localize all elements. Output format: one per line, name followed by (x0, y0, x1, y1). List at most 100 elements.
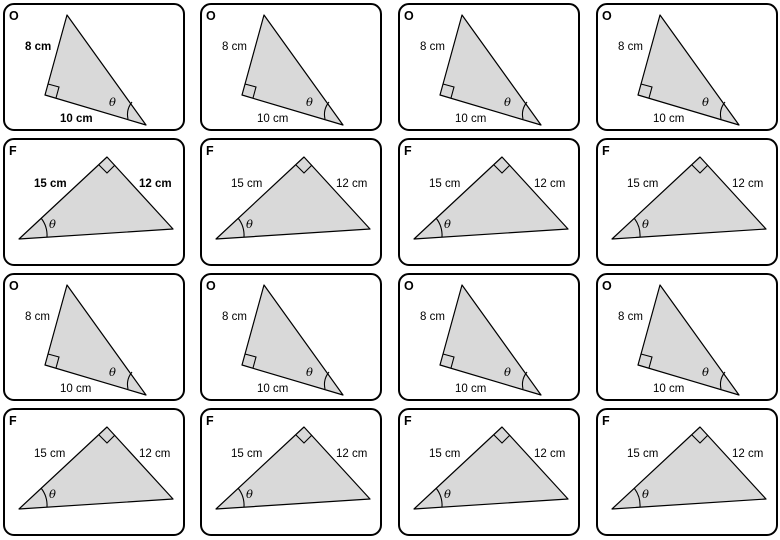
angle-arc (719, 371, 726, 390)
card-type-label: F (602, 414, 610, 428)
side-label-left: 15 cm (34, 448, 65, 460)
angle-arc (126, 101, 133, 120)
card-type-label: F (404, 144, 412, 158)
right-angle-marker (640, 353, 653, 369)
card-type-label: O (206, 9, 216, 23)
card-type-label: O (602, 9, 612, 23)
theta-label: θ (49, 217, 56, 231)
triangle-card: F 15 cm 12 cm θ (596, 138, 778, 266)
side-label-left: 15 cm (627, 448, 658, 460)
card-type-label: O (602, 279, 612, 293)
right-triangle (611, 156, 767, 240)
right-angle-marker (244, 83, 257, 99)
card-type-label: F (602, 144, 610, 158)
triangle-card: F 15 cm 12 cm θ (3, 408, 185, 536)
theta-label: θ (504, 365, 511, 379)
side-label-right: 12 cm (336, 448, 367, 460)
triangle-card: O 8 cm 10 cm θ (398, 3, 580, 131)
side-label-right: 12 cm (336, 178, 367, 190)
card-type-label: O (206, 279, 216, 293)
angle-arc (323, 101, 330, 120)
side-label-right: 12 cm (139, 178, 172, 190)
right-triangle (637, 284, 740, 396)
triangle-card: F 15 cm 12 cm θ (596, 408, 778, 536)
triangle-card: F 15 cm 12 cm θ (200, 138, 382, 266)
side-label-right: 12 cm (732, 178, 763, 190)
side-label-vertical: 8 cm (618, 311, 643, 323)
triangle-card: O 8 cm 10 cm θ (398, 273, 580, 401)
triangle-card: F 15 cm 12 cm θ (200, 408, 382, 536)
triangle-card: F 15 cm 12 cm θ (398, 408, 580, 536)
triangle-card: O 8 cm 10 cm θ (200, 273, 382, 401)
right-angle-marker (493, 434, 511, 444)
side-label-left: 15 cm (429, 178, 460, 190)
side-label-base: 10 cm (60, 383, 91, 395)
right-triangle (439, 14, 542, 126)
side-label-left: 15 cm (231, 448, 262, 460)
right-angle-marker (442, 83, 455, 99)
theta-label: θ (642, 487, 649, 501)
right-triangle (18, 426, 174, 510)
side-label-left: 15 cm (429, 448, 460, 460)
angle-arc (435, 487, 443, 508)
angle-arc (521, 101, 528, 120)
triangle-figure: O 8 cm 10 cm θ (206, 9, 344, 126)
triangle-figure: F 15 cm 12 cm θ (206, 144, 371, 240)
side-label-vertical: 8 cm (25, 41, 51, 53)
triangle-figure: F 15 cm 12 cm θ (602, 414, 767, 510)
angle-arc (633, 487, 641, 508)
triangle-card: O 8 cm 10 cm θ (3, 273, 185, 401)
angle-arc (323, 371, 330, 390)
card-type-label: F (206, 144, 214, 158)
theta-label: θ (504, 95, 511, 109)
right-triangle (44, 284, 147, 396)
right-triangle (413, 156, 569, 240)
side-label-right: 12 cm (534, 178, 565, 190)
theta-label: θ (444, 487, 451, 501)
right-triangle (637, 14, 740, 126)
triangle-figure: F 15 cm 12 cm θ (404, 144, 569, 240)
triangle-figure: O 8 cm 10 cm θ (9, 279, 147, 396)
angle-arc (719, 101, 726, 120)
right-triangle (18, 156, 174, 240)
theta-label: θ (702, 365, 709, 379)
side-label-left: 15 cm (627, 178, 658, 190)
side-label-base: 10 cm (455, 113, 486, 125)
theta-label: θ (702, 95, 709, 109)
theta-label: θ (306, 95, 313, 109)
triangle-figure: O 8 cm 10 cm θ (602, 279, 740, 396)
card-type-label: O (9, 279, 19, 293)
triangle-card: O 8 cm 10 cm θ (596, 273, 778, 401)
right-triangle (611, 426, 767, 510)
right-angle-marker (47, 353, 60, 369)
side-label-base: 10 cm (60, 113, 93, 125)
side-label-right: 12 cm (534, 448, 565, 460)
angle-arc (126, 371, 133, 390)
triangle-card: O 8 cm 10 cm θ (596, 3, 778, 131)
right-angle-marker (295, 164, 313, 174)
right-angle-marker (295, 434, 313, 444)
triangle-figure: F 15 cm 12 cm θ (602, 144, 767, 240)
triangle-card: F 15 cm 12 cm θ (3, 138, 185, 266)
right-angle-marker (47, 83, 60, 99)
angle-arc (237, 487, 245, 508)
side-label-vertical: 8 cm (222, 311, 247, 323)
triangle-figure: F 15 cm 12 cm θ (9, 144, 174, 240)
right-angle-marker (98, 434, 116, 444)
theta-label: θ (642, 217, 649, 231)
theta-label: θ (444, 217, 451, 231)
right-angle-marker (493, 164, 511, 174)
triangle-figure: F 15 cm 12 cm θ (404, 414, 569, 510)
side-label-base: 10 cm (653, 383, 684, 395)
right-triangle (241, 284, 344, 396)
side-label-base: 10 cm (653, 113, 684, 125)
right-triangle (241, 14, 344, 126)
side-label-left: 15 cm (231, 178, 262, 190)
side-label-vertical: 8 cm (420, 311, 445, 323)
triangle-figure: F 15 cm 12 cm θ (206, 414, 371, 510)
right-triangle (439, 284, 542, 396)
side-label-left: 15 cm (34, 178, 67, 190)
right-triangle (413, 426, 569, 510)
right-angle-marker (244, 353, 257, 369)
